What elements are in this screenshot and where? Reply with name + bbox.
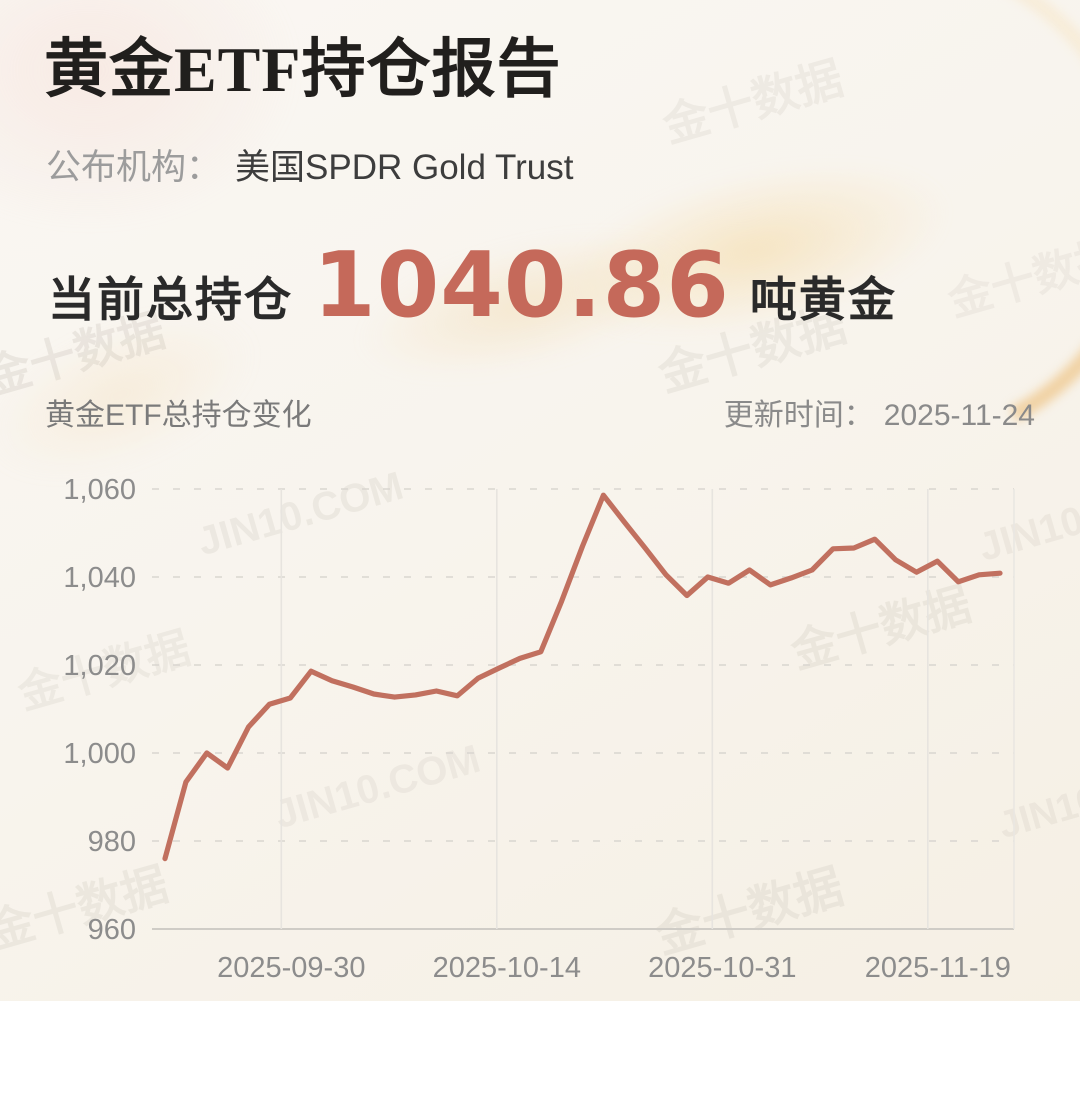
- x-axis-label: 2025-10-31: [648, 952, 796, 984]
- source-row: 公布机构： 美国SPDR Gold Trust: [46, 147, 573, 189]
- page-title: 黄金ETF持仓报告: [44, 34, 562, 105]
- x-axis-label: 2025-10-14: [433, 952, 581, 984]
- holdings-value: 1040.86: [313, 233, 730, 338]
- y-axis-label: 960: [88, 914, 136, 946]
- chart-header-row: 黄金ETF总持仓变化 更新时间： 2025-11-24: [45, 390, 1035, 434]
- update-time-value: 2025-11-24: [883, 399, 1035, 432]
- x-axis-label: 2025-11-19: [865, 952, 1011, 984]
- y-axis-label: 1,040: [63, 562, 136, 594]
- footer-bar: EBC FINANCIAL GROUP 金十数据 www.ebc.com: [0, 1001, 1080, 1115]
- holdings-data-line: [162, 492, 1003, 862]
- y-axis-label: 1,060: [63, 474, 136, 506]
- holdings-prefix: 当前总持仓: [48, 273, 293, 326]
- source-label: 公布机构：: [46, 148, 222, 187]
- source-value: 美国SPDR Gold Trust: [235, 148, 574, 187]
- chart-title: 黄金ETF总持仓变化: [45, 399, 312, 432]
- holdings-suffix: 吨黄金: [749, 273, 897, 326]
- y-axis-label: 1,020: [63, 650, 136, 682]
- y-axis-label: 980: [88, 826, 136, 858]
- update-time-label: 更新时间：: [723, 399, 874, 432]
- y-axis-label: 1,000: [63, 738, 136, 770]
- x-axis-label: 2025-09-30: [217, 952, 365, 984]
- current-holdings-row: 当前总持仓 1040.86 吨黄金: [48, 233, 897, 338]
- update-time: 更新时间： 2025-11-24: [724, 390, 1035, 434]
